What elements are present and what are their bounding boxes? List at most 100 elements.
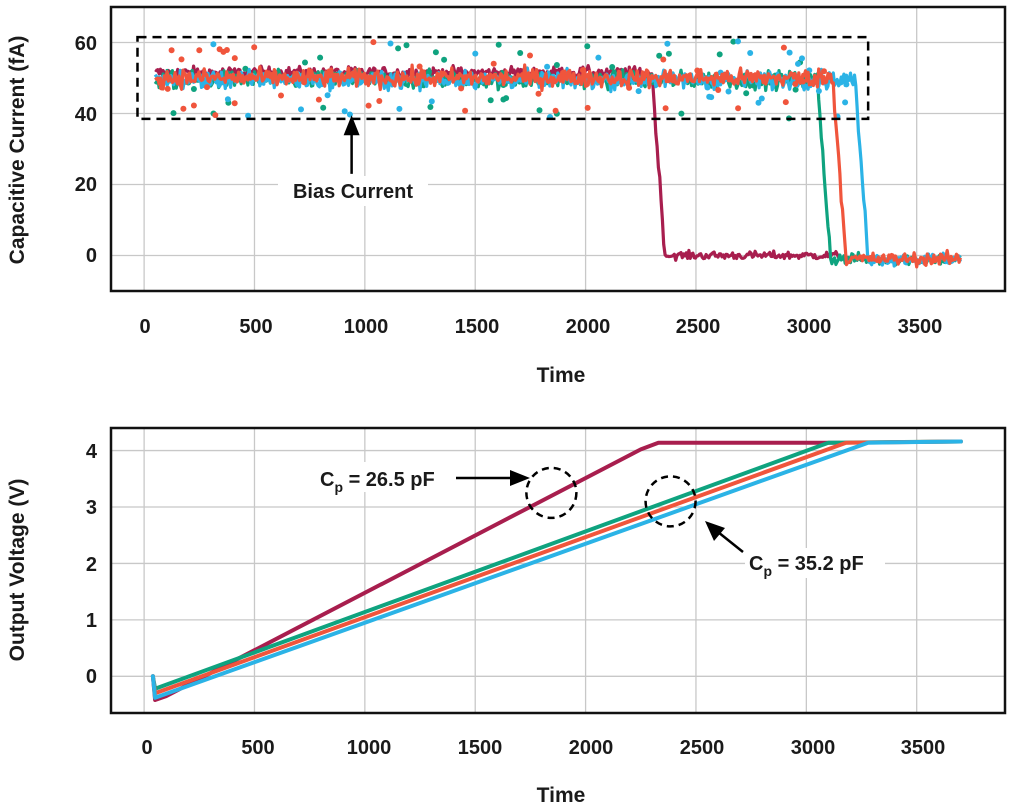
cp-35-2-label-rest: = 35.2 pF bbox=[772, 553, 864, 575]
current-outlier-point bbox=[535, 90, 542, 97]
voltage-chart: 0 1 2 3 4 0 500 1000 1500 2000 2500 3000… bbox=[6, 426, 1007, 807]
current-outlier-point bbox=[158, 84, 165, 91]
current-outlier-point bbox=[317, 54, 324, 61]
current-outlier-point bbox=[799, 55, 805, 62]
current-outlier-point bbox=[544, 63, 551, 70]
bottom-xtick-label: 1000 bbox=[347, 737, 392, 759]
current-outlier-point bbox=[458, 85, 465, 92]
bottom-grid bbox=[111, 428, 1005, 713]
current-chart: 0 20 40 60 0 500 1000 1500 2000 2500 300… bbox=[6, 5, 1007, 387]
current-outlier-point bbox=[786, 49, 793, 56]
bottom-xtick-label: 0 bbox=[141, 737, 152, 759]
bottom-series bbox=[150, 439, 963, 702]
top-plot-frame bbox=[109, 5, 1007, 293]
cp-35-2-label: Cp = 35.2 pF bbox=[749, 553, 864, 579]
cp-26-5-annotation: Cp = 26.5 pF bbox=[312, 462, 578, 520]
bottom-y-axis-title: Output Voltage (V) bbox=[6, 479, 29, 662]
current-outlier-point bbox=[376, 98, 383, 104]
top-xtick-label: 1000 bbox=[344, 316, 389, 338]
current-outlier-point bbox=[168, 47, 175, 54]
current-outlier-point bbox=[799, 78, 806, 85]
current-outlier-point bbox=[210, 41, 217, 48]
current-outlier-point bbox=[315, 96, 322, 103]
current-outlier-point bbox=[665, 50, 672, 57]
cp-35-2-arrowhead bbox=[705, 521, 725, 541]
current-outlier-point bbox=[527, 52, 533, 59]
current-outlier-point bbox=[500, 96, 507, 103]
current-outlier-point bbox=[656, 52, 663, 59]
current-outlier-point bbox=[367, 74, 374, 81]
current-outlier-point bbox=[178, 56, 185, 63]
current-outlier-point bbox=[782, 99, 789, 106]
current-outlier-point bbox=[170, 110, 177, 117]
current-outlier-point bbox=[278, 92, 284, 99]
current-outlier-point bbox=[755, 99, 762, 106]
top-grid bbox=[111, 7, 1005, 291]
bottom-xtick-label: 3000 bbox=[791, 737, 836, 759]
cp-35-2-label-bg bbox=[745, 548, 885, 578]
current-outlier-point bbox=[743, 90, 750, 97]
current-outlier-point bbox=[180, 105, 187, 112]
current-outlier-point bbox=[664, 40, 671, 47]
current-outlier-point bbox=[298, 106, 304, 113]
top-xtick-label: 3000 bbox=[787, 316, 832, 338]
current-outlier-point bbox=[821, 68, 827, 75]
cp-35-2-label-main: C bbox=[749, 553, 763, 575]
current-outlier-point bbox=[190, 102, 197, 109]
cp-26-5-label: Cp = 26.5 pF bbox=[320, 469, 435, 495]
cp-26-5-arrowhead bbox=[510, 470, 530, 486]
current-outlier-point bbox=[245, 112, 252, 119]
top-y-axis-title: Capacitive Current (fA) bbox=[6, 36, 29, 265]
current-outlier-point bbox=[837, 79, 844, 86]
current-outlier-point bbox=[403, 42, 410, 49]
bottom-ytick-label: 3 bbox=[86, 497, 97, 519]
current-trace-26-5-pF bbox=[154, 63, 841, 262]
top-xtick-label: 500 bbox=[239, 316, 272, 338]
bottom-xtick-label: 1500 bbox=[458, 737, 503, 759]
current-outlier-point bbox=[678, 110, 685, 117]
bottom-xtick-label: 500 bbox=[241, 737, 274, 759]
current-outlier-point bbox=[706, 93, 713, 100]
top-x-axis-title: Time bbox=[537, 364, 586, 387]
current-outlier-point bbox=[416, 63, 423, 70]
cp-26-5-label-bg bbox=[312, 462, 454, 492]
current-outlier-point bbox=[395, 45, 402, 52]
cp-35-2-label-sub: p bbox=[763, 563, 772, 579]
top-xtick-label: 1500 bbox=[455, 316, 500, 338]
cp-26-5-label-main: C bbox=[320, 469, 334, 491]
current-outlier-point bbox=[747, 50, 754, 56]
current-outlier-point bbox=[301, 79, 308, 86]
bias-current-label: Bias Current bbox=[293, 181, 413, 203]
top-ytick-label: 40 bbox=[75, 104, 97, 126]
current-outlier-point bbox=[716, 51, 723, 58]
bias-current-label-bg bbox=[278, 176, 428, 206]
current-outlier-point bbox=[387, 40, 394, 47]
current-outlier-point bbox=[341, 108, 348, 115]
top-xtick-label: 0 bbox=[139, 316, 150, 338]
current-outlier-point bbox=[704, 84, 711, 91]
bias-current-box bbox=[136, 35, 870, 121]
current-outlier-point bbox=[795, 60, 801, 67]
current-outlier-point bbox=[553, 62, 560, 68]
current-outlier-point bbox=[164, 85, 171, 92]
current-outlier-point bbox=[487, 97, 494, 104]
current-outlier-point bbox=[224, 96, 231, 103]
current-outlier-point bbox=[552, 107, 559, 114]
current-outlier-point bbox=[231, 100, 238, 107]
current-outlier-point bbox=[432, 49, 439, 56]
cp-26-5-label-sub: p bbox=[334, 479, 343, 495]
current-outlier-point bbox=[462, 107, 469, 114]
top-ytick-label: 60 bbox=[75, 33, 97, 55]
current-outlier-point bbox=[223, 47, 230, 53]
current-outlier-point bbox=[715, 87, 722, 93]
current-outlier-point bbox=[196, 47, 203, 54]
bottom-ytick-label: 2 bbox=[86, 554, 97, 576]
cp-35-2-annotation: Cp = 35.2 pF bbox=[644, 475, 885, 579]
current-outlier-point bbox=[792, 86, 799, 93]
current-outlier-point bbox=[758, 95, 765, 102]
current-outlier-point bbox=[660, 56, 667, 63]
current-outlier-point bbox=[251, 44, 258, 51]
bottom-ytick-label: 1 bbox=[86, 610, 97, 632]
current-outlier-point bbox=[495, 41, 502, 48]
